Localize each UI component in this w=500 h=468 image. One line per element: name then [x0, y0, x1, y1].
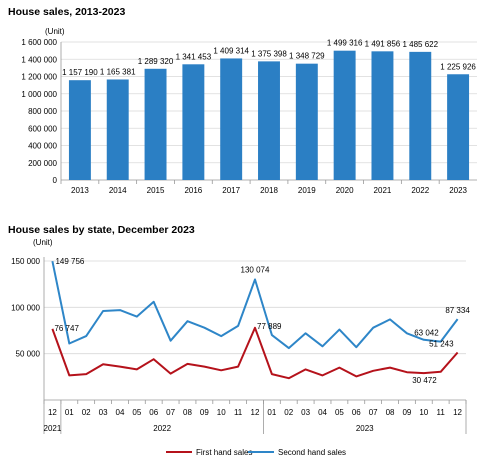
y-tick-label: 600 000	[28, 124, 57, 133]
y-tick-label: 150 000	[11, 257, 40, 266]
data-label: 51 243	[429, 340, 454, 349]
house-sales-bar-chart: (Unit) 0 200 000 400 000 600 000 800 000 1 000…	[21, 27, 477, 195]
bar-2022	[409, 51, 432, 180]
bar-data-label: 1 375 398	[251, 49, 287, 58]
bar-data-label: 1 491 856	[365, 39, 401, 48]
bar-2023	[447, 74, 470, 180]
month-tick-label: 01	[65, 408, 74, 417]
bar-2019	[295, 63, 318, 181]
x-tick-label: 2013	[71, 186, 89, 195]
y-axis-unit-label: (Unit)	[45, 27, 65, 36]
y-tick-label: 1 400 000	[21, 55, 57, 64]
y-tick-label: 1 200 000	[21, 73, 57, 82]
month-tick-label: 01	[267, 408, 276, 417]
y-tick-label: 1 000 000	[21, 90, 57, 99]
bar-2013	[68, 80, 91, 180]
bar-data-label: 1 409 314	[213, 46, 249, 55]
x-tick-label: 2018	[260, 186, 278, 195]
x-tick-label: 2021	[374, 186, 392, 195]
y-tick-label: 50 000	[16, 350, 41, 359]
bar-data-label: 1 157 190	[62, 68, 98, 77]
data-label: 77 889	[257, 322, 282, 331]
x-tick-label: 2019	[298, 186, 316, 195]
year-label: 2023	[356, 424, 374, 433]
month-tick-label: 03	[301, 408, 310, 417]
month-tick-label: 03	[99, 408, 108, 417]
y-tick-label: 800 000	[28, 107, 57, 116]
bar-2014	[106, 79, 129, 180]
y-tick-label: 1 600 000	[21, 38, 57, 47]
month-tick-label: 06	[352, 408, 361, 417]
bar-2015	[144, 68, 167, 180]
bar-2016	[182, 64, 205, 180]
bar-data-label: 1 348 729	[289, 52, 325, 61]
bar-data-label: 1 289 320	[138, 57, 174, 66]
bar-2017	[220, 58, 243, 180]
y-tick-label: 200 000	[28, 159, 57, 168]
y-tick-label: 100 000	[11, 303, 40, 312]
month-tick-label: 12	[453, 408, 462, 417]
bar-2021	[371, 51, 394, 180]
bar-chart-title: House sales, 2013-2023	[8, 6, 126, 18]
month-tick-label: 05	[335, 408, 344, 417]
month-tick-label: 12	[251, 408, 260, 417]
month-tick-label: 08	[386, 408, 395, 417]
year-label: 2021	[44, 424, 62, 433]
month-tick-label: 12	[48, 408, 57, 417]
line-chart-title: House sales by state, December 2023	[8, 224, 195, 236]
year-label: 2022	[153, 424, 171, 433]
x-tick-label: 2017	[222, 186, 240, 195]
data-label: 76 747	[54, 324, 79, 333]
month-tick-label: 06	[149, 408, 158, 417]
month-tick-label: 10	[217, 408, 226, 417]
data-label: 63 042	[414, 329, 439, 338]
y-tick-label: 0	[53, 176, 58, 185]
month-tick-label: 08	[183, 408, 192, 417]
y-axis-unit-label: (Unit)	[33, 238, 53, 247]
series-line-first-hand	[51, 326, 459, 380]
month-tick-label: 02	[82, 408, 91, 417]
data-label: 30 472	[412, 376, 437, 385]
data-label: 87 334	[445, 306, 470, 315]
month-tick-label: 07	[369, 408, 378, 417]
month-tick-label: 10	[419, 408, 428, 417]
x-tick-label: 2015	[147, 186, 165, 195]
legend-label-second-hand: Second hand sales	[278, 448, 346, 457]
x-tick-label: 2016	[184, 186, 202, 195]
month-tick-label: 09	[402, 408, 411, 417]
month-tick-label: 09	[200, 408, 209, 417]
x-tick-label: 2020	[336, 186, 354, 195]
bar-data-label: 1 499 316	[327, 39, 363, 48]
month-tick-label: 05	[132, 408, 141, 417]
x-tick-label: 2023	[449, 186, 467, 195]
bar-2020	[333, 50, 356, 181]
month-tick-label: 04	[116, 408, 125, 417]
bar-data-label: 1 485 622	[402, 40, 438, 49]
month-tick-label: 02	[284, 408, 293, 417]
data-label: 130 074	[241, 265, 270, 274]
month-tick-label: 07	[166, 408, 175, 417]
x-tick-label: 2014	[109, 186, 127, 195]
bar-data-label: 1 341 453	[176, 52, 212, 61]
bar-data-label: 1 165 381	[100, 67, 136, 76]
bar-2018	[258, 61, 280, 181]
data-label: 149 756	[55, 257, 84, 266]
y-tick-label: 400 000	[28, 142, 57, 151]
house-sales-by-state-line-chart: (Unit) 50 000 100 000 150 000 12 01 02 03 04 05 06…	[11, 238, 470, 457]
month-tick-label: 11	[437, 408, 446, 417]
bar-data-label: 1 225 926	[440, 62, 476, 71]
month-tick-label: 04	[318, 408, 327, 417]
x-tick-label: 2022	[411, 186, 429, 195]
legend-label-first-hand: First hand sales	[196, 448, 252, 457]
month-tick-label: 11	[234, 408, 243, 417]
